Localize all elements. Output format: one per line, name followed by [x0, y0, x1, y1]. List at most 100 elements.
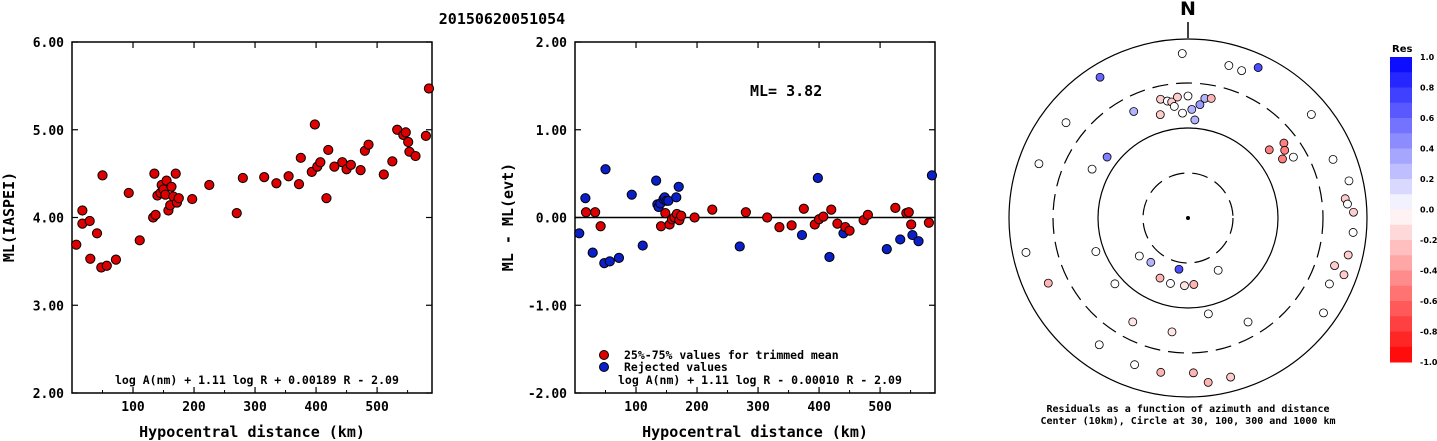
data-point	[259, 172, 270, 183]
legend-accepted-marker	[599, 350, 609, 360]
panel2-xlabel: Hypocentral distance (km)	[642, 423, 868, 441]
colorbar-cell	[1390, 72, 1412, 88]
colorbar-label: -1.0	[1420, 358, 1437, 367]
station-point	[1343, 250, 1353, 260]
polar-caption-line2: Center (10km), Circle at 30, 100, 300 an…	[1040, 415, 1335, 427]
station-point	[1180, 281, 1189, 291]
colorbar-cell	[1390, 179, 1412, 195]
accepted-point	[655, 221, 667, 232]
x-tick-label: 200	[182, 400, 206, 415]
station-point	[1146, 257, 1156, 267]
colorbar-label: 0.8	[1420, 84, 1435, 93]
data-point	[204, 179, 215, 191]
y-tick-label: -2.00	[528, 387, 567, 402]
legend-rejected-marker	[599, 362, 609, 372]
rejected-point	[734, 241, 745, 252]
colorbar-cell	[1390, 148, 1412, 165]
rejected-point	[673, 181, 684, 192]
accepted-point	[590, 207, 601, 218]
data-point	[170, 168, 181, 179]
data-point	[410, 150, 421, 162]
station-point	[1203, 309, 1213, 319]
station-point	[1224, 61, 1234, 70]
y-tick-label: 6.00	[33, 36, 64, 51]
data-point	[97, 170, 108, 181]
ring-300km	[1052, 82, 1324, 354]
station-point	[1280, 145, 1290, 155]
rejected-point	[881, 243, 892, 255]
station-point	[1339, 270, 1349, 280]
x-tick-label: 100	[624, 400, 648, 415]
station-point	[1021, 248, 1031, 257]
accepted-point	[774, 222, 785, 233]
legend-rejected-label: Rejected values	[624, 360, 728, 374]
data-point	[123, 187, 134, 199]
panel2-ylabel: ML - ML(evt)	[499, 163, 517, 271]
colorbar-label: -0.8	[1420, 328, 1437, 337]
data-point	[423, 83, 435, 94]
magnitude-distance-panel: 100 200 300 400 500 2.00 3.00 4.00 5.00 6.00 log …	[0, 36, 435, 441]
station-point	[1061, 118, 1071, 128]
data-point	[323, 144, 334, 156]
colorbar-cell	[1390, 224, 1412, 241]
x-tick-label: 400	[807, 400, 831, 415]
station-point	[1134, 251, 1144, 261]
station-point	[1167, 327, 1177, 337]
x-tick-label: 300	[746, 400, 770, 415]
station-point	[1169, 102, 1179, 111]
panel1-annotation: log A(nm) + 1.11 log R + 0.00189 R - 2.0…	[115, 373, 399, 387]
station-point	[1319, 308, 1328, 318]
station-point	[1094, 340, 1104, 350]
station-point	[1130, 360, 1140, 370]
polar-points	[1021, 49, 1358, 387]
station-point	[1226, 372, 1236, 382]
data-point	[231, 208, 242, 219]
accepted-point	[786, 220, 797, 231]
colorbar-label: -0.2	[1420, 236, 1437, 245]
station-point	[1173, 92, 1182, 102]
station-point	[1206, 94, 1216, 103]
panel1-frame	[71, 41, 433, 394]
station-point	[1155, 110, 1165, 119]
rejected-point	[604, 256, 615, 267]
data-point	[295, 152, 306, 163]
colorbar-title: Res	[1392, 44, 1412, 55]
accepted-point	[676, 210, 687, 221]
x-tick-label: 400	[304, 400, 328, 415]
accepted-point	[660, 208, 671, 219]
station-point	[1102, 152, 1112, 162]
y-tick-label: 4.00	[33, 212, 64, 227]
rejected-point	[574, 228, 585, 239]
colorbar-cell	[1390, 270, 1412, 287]
colorbar-cell	[1390, 209, 1412, 226]
station-point	[1279, 138, 1289, 148]
colorbar-labels: 1.0 0.8 0.6 0.4 0.2 0.0 -0.2 -0.4 -0.6 -0.8 -1.0	[1420, 53, 1437, 367]
ring-100km	[1097, 127, 1279, 309]
colorbar-label: -0.4	[1420, 267, 1437, 276]
colorbar-label: 0.6	[1420, 114, 1435, 123]
accepted-point	[762, 212, 773, 223]
y-tick-label: 3.00	[33, 299, 64, 314]
station-point	[1195, 100, 1205, 110]
data-point	[149, 168, 160, 179]
data-point	[378, 169, 389, 180]
colorbar-cells	[1390, 57, 1412, 363]
panel1-xlabel: Hypocentral distance (km)	[139, 423, 365, 441]
azimuth-polar-panel: N Residuals as a function of azimuth and…	[1008, 0, 1368, 427]
station-point	[1253, 63, 1263, 72]
data-point	[293, 179, 305, 190]
station-point	[1203, 377, 1213, 387]
station-point	[1264, 145, 1274, 155]
rejected-point	[895, 234, 906, 245]
accepted-point	[903, 207, 914, 218]
rejected-point	[913, 236, 924, 247]
y-tick-label: 1.00	[536, 124, 567, 139]
north-label: N	[1180, 0, 1196, 20]
panel2-annotation: log A(nm) + 1.11 log R - 0.00010 R - 2.0…	[618, 373, 902, 387]
station-point	[1189, 280, 1199, 289]
data-point	[400, 127, 411, 138]
panel2-ticks: 100 200 300 400 500 -2.00 -1.00 0.00 1.00 2.00	[528, 36, 935, 415]
station-point	[1237, 66, 1247, 76]
data-point	[84, 215, 95, 227]
